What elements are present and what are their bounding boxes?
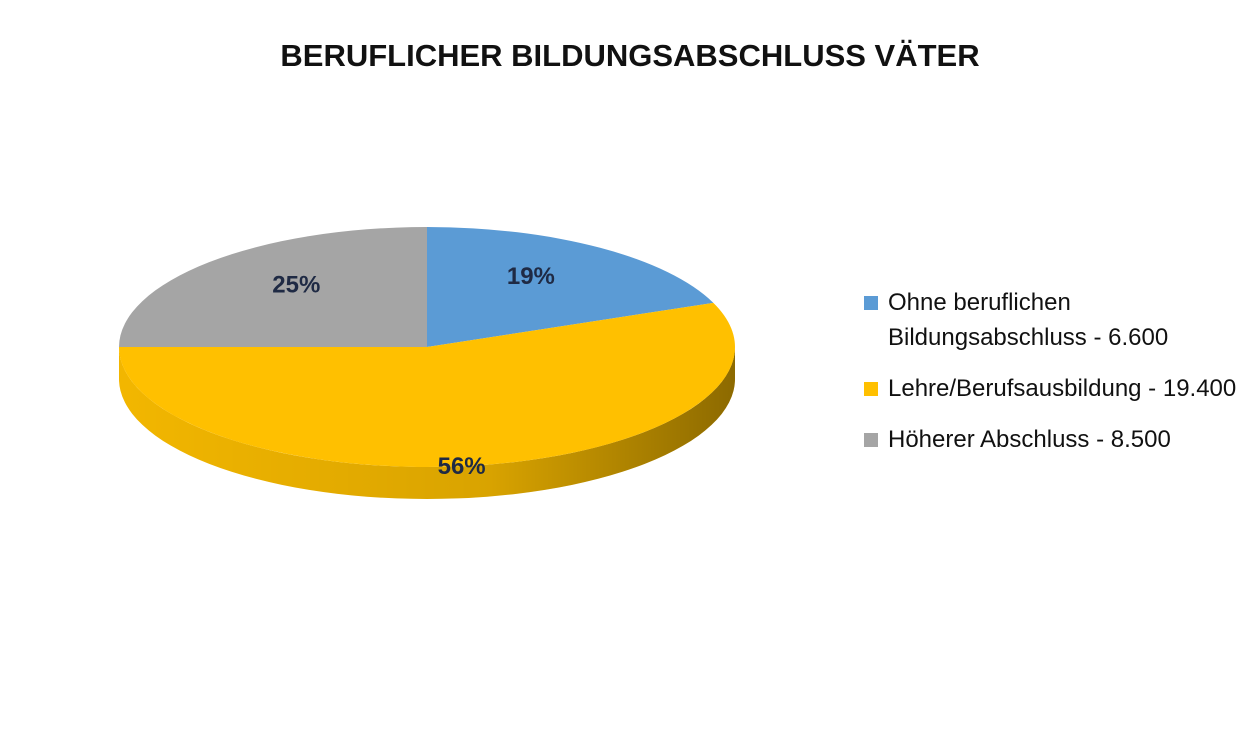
slice-side-shade	[119, 347, 735, 499]
chart-title: BERUFLICHER BILDUNGSABSCHLUSS VÄTER	[280, 38, 979, 73]
data-label: 56%	[438, 453, 486, 480]
pie: 19% 56% 25%	[119, 227, 735, 499]
legend-item: Höherer Abschluss - 8.500	[860, 422, 1240, 457]
data-label: 19%	[507, 263, 555, 290]
legend: Ohne beruflichen Bildungsabschluss - 6.6…	[860, 285, 1240, 473]
legend-label: Ohne beruflichen Bildungsabschluss - 6.6…	[888, 289, 1169, 351]
legend-label: Lehre/Berufsausbildung - 19.400	[888, 375, 1237, 402]
legend-swatch	[864, 382, 878, 396]
legend-item: Lehre/Berufsausbildung - 19.400	[860, 371, 1240, 406]
legend-swatch	[864, 296, 878, 310]
legend-item: Ohne beruflichen Bildungsabschluss - 6.6…	[860, 285, 1240, 355]
slice	[119, 227, 427, 347]
legend-swatch	[864, 433, 878, 447]
slice	[119, 302, 735, 467]
legend-label: Höherer Abschluss - 8.500	[888, 426, 1171, 453]
slice	[427, 227, 714, 347]
data-label: 25%	[272, 271, 320, 298]
